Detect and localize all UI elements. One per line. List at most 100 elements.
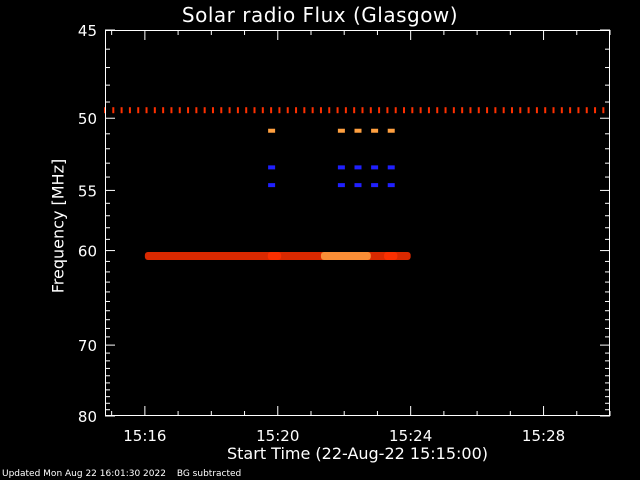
y-axis: 45 50 55 60 70 80 — [78, 22, 610, 426]
emission-spot — [268, 128, 276, 133]
emission-band — [384, 252, 398, 261]
interference-dot — [361, 107, 364, 114]
chart-title: Solar radio Flux (Glasgow) — [181, 3, 459, 27]
interference-dot — [427, 107, 430, 114]
interference-dot — [195, 107, 198, 114]
y-tick-label: 55 — [78, 182, 97, 200]
emission-spot — [354, 128, 362, 133]
interference-dot — [552, 107, 555, 114]
interference-dot — [245, 107, 248, 114]
x-axis-label: Start Time (22-Aug-22 15:15:00) — [227, 444, 488, 463]
interference-dot — [120, 107, 123, 114]
emission-spot — [371, 128, 379, 133]
interference-dot — [535, 107, 538, 114]
interference-dot — [328, 107, 331, 114]
x-tick-label: 15:16 — [123, 427, 166, 445]
interference-dot — [419, 107, 422, 114]
emission-spot — [337, 183, 345, 188]
bg-note: BG subtracted — [176, 469, 242, 479]
interference-dot — [187, 107, 190, 114]
interference-dot — [278, 107, 281, 114]
y-axis-label: Frequency [MHz] — [48, 158, 68, 294]
interference-dot — [502, 107, 505, 114]
interference-dot — [236, 107, 239, 114]
interference-dot — [436, 107, 439, 114]
interference-dot — [369, 107, 372, 114]
y-tick-label: 70 — [78, 337, 97, 355]
interference-dot — [386, 107, 389, 114]
interference-dot — [602, 107, 605, 114]
emission-spot — [354, 165, 362, 170]
interference-dot — [411, 107, 414, 114]
interference-dot — [394, 107, 397, 114]
interference-dot — [494, 107, 497, 114]
emission-band — [267, 252, 282, 261]
interference-dot — [461, 107, 464, 114]
spectrogram-features — [104, 107, 605, 261]
y-tick-label: 50 — [78, 110, 97, 128]
interference-dot — [519, 107, 522, 114]
emission-spot — [354, 183, 362, 188]
interference-dot — [303, 107, 306, 114]
interference-dot — [286, 107, 289, 114]
footer: Updated Mon Aug 22 16:01:30 2022 BG subt… — [2, 469, 249, 479]
interference-dot — [353, 107, 356, 114]
interference-dot — [585, 107, 588, 114]
interference-dot — [261, 107, 264, 114]
interference-dot — [153, 107, 156, 114]
interference-dot — [311, 107, 314, 114]
interference-dot — [112, 107, 115, 114]
interference-dot — [403, 107, 406, 114]
x-tick-label: 15:20 — [256, 427, 299, 445]
interference-dot — [145, 107, 148, 114]
x-tick-label: 15:24 — [389, 427, 432, 445]
emission-spot — [337, 165, 345, 170]
emission-band — [320, 252, 371, 261]
interference-dot — [295, 107, 298, 114]
emission-spot — [337, 128, 345, 133]
emission-spot — [268, 165, 276, 170]
emission-spot — [268, 183, 276, 188]
interference-dot — [270, 107, 273, 114]
x-axis: 15:16 15:20 15:24 15:28 — [111, 30, 611, 445]
interference-dot — [128, 107, 131, 114]
y-tick-label: 45 — [78, 22, 97, 40]
interference-dot — [211, 107, 214, 114]
interference-dot — [577, 107, 580, 114]
emission-spot — [387, 183, 395, 188]
emission-spot — [371, 165, 379, 170]
updated-timestamp: Updated Mon Aug 22 16:01:30 2022 — [2, 469, 166, 479]
y-tick-label: 80 — [78, 408, 97, 426]
interference-dot — [378, 107, 381, 114]
interference-dot — [527, 107, 530, 114]
interference-dot — [569, 107, 572, 114]
interference-dot — [510, 107, 513, 114]
interference-dot — [170, 107, 173, 114]
emission-spot — [371, 183, 379, 188]
interference-dot — [228, 107, 231, 114]
interference-dot — [319, 107, 322, 114]
interference-dot — [477, 107, 480, 114]
interference-dot — [253, 107, 256, 114]
plot-background — [105, 30, 610, 416]
interference-dot — [452, 107, 455, 114]
y-tick-label: 60 — [78, 243, 97, 261]
interference-dot — [178, 107, 181, 114]
interference-dot — [162, 107, 165, 114]
emission-spot — [387, 165, 395, 170]
interference-dot — [336, 107, 339, 114]
plot-frame — [105, 30, 610, 416]
x-tick-label: 15:28 — [522, 427, 565, 445]
interference-dot — [444, 107, 447, 114]
interference-dot — [220, 107, 223, 114]
emission-spot — [387, 128, 395, 133]
interference-dot — [469, 107, 472, 114]
interference-dot — [486, 107, 489, 114]
interference-dot — [137, 107, 140, 114]
interference-dot — [203, 107, 206, 114]
interference-dot — [560, 107, 563, 114]
interference-dot — [344, 107, 347, 114]
interference-dot — [544, 107, 547, 114]
interference-dot — [594, 107, 597, 114]
